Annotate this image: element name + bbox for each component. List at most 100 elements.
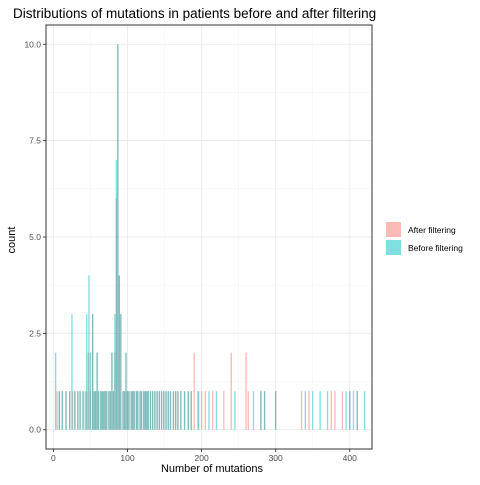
y-tick-label: 2.5 xyxy=(29,328,41,338)
bar-before-filtering xyxy=(312,391,314,430)
bar-before-filtering xyxy=(156,391,158,430)
x-tick-label: 100 xyxy=(120,453,134,463)
bar-before-filtering xyxy=(197,391,200,430)
bar-before-filtering xyxy=(326,391,329,430)
bar-before-filtering xyxy=(132,391,134,430)
bar-before-filtering xyxy=(77,391,79,430)
bar-after-filtering xyxy=(204,391,206,430)
bar-before-filtering xyxy=(115,159,118,430)
bar-before-filtering xyxy=(319,391,321,430)
bar-before-filtering xyxy=(149,391,152,430)
y-tick-label: 5.0 xyxy=(29,232,41,242)
bar-before-filtering xyxy=(180,391,182,430)
bar-after-filtering xyxy=(197,391,199,430)
x-tick-label: 400 xyxy=(343,453,357,463)
bar-before-filtering xyxy=(140,391,143,430)
y-axis-title: count xyxy=(6,227,18,254)
bar-before-filtering xyxy=(100,391,102,430)
chart-title: Distributions of mutations in patients b… xyxy=(13,6,376,21)
bar-after-filtering xyxy=(72,391,74,430)
bar-before-filtering xyxy=(122,391,124,430)
bar-before-filtering xyxy=(146,391,148,430)
bar-before-filtering xyxy=(345,391,347,430)
legend-label: After filtering xyxy=(408,225,456,235)
bar-before-filtering xyxy=(165,391,167,430)
axis-ticks: 0.0 2.5 5.0 7.5 10.0 0 100 200 300 400 xyxy=(24,39,357,463)
x-axis-title: Number of mutations xyxy=(161,463,264,475)
bar-before-filtering xyxy=(125,352,127,430)
bar-before-filtering xyxy=(86,314,88,430)
bar-after-filtering xyxy=(87,352,89,430)
bar-before-filtering xyxy=(252,391,255,430)
bar-before-filtering xyxy=(167,391,169,430)
bar-before-filtering xyxy=(69,391,71,430)
bar-before-filtering xyxy=(111,352,113,430)
bar-before-filtering xyxy=(120,314,122,430)
bar-before-filtering xyxy=(363,391,366,430)
bar-before-filtering xyxy=(112,391,115,430)
bar-before-filtering xyxy=(106,391,108,430)
bar-before-filtering xyxy=(58,391,61,430)
bar-before-filtering xyxy=(117,44,119,430)
bar-before-filtering xyxy=(94,391,97,430)
bar-before-filtering xyxy=(163,391,165,430)
bar-before-filtering xyxy=(109,391,112,430)
bar-before-filtering xyxy=(144,391,146,430)
bar-after-filtering xyxy=(300,391,303,430)
x-tick-label: 200 xyxy=(194,453,208,463)
x-tick-label: 0 xyxy=(51,453,56,463)
bar-before-filtering xyxy=(137,391,139,430)
bar-before-filtering xyxy=(356,391,358,430)
bar-before-filtering xyxy=(234,391,236,430)
bar-before-filtering xyxy=(118,275,121,430)
bar-before-filtering xyxy=(61,391,63,430)
bar-before-filtering xyxy=(215,391,218,430)
legend-label: Before filtering xyxy=(408,243,463,253)
legend-key xyxy=(386,222,401,237)
bar-before-filtering xyxy=(97,391,100,430)
bar-before-filtering xyxy=(71,314,73,430)
bar-before-filtering xyxy=(65,391,67,430)
bar-before-filtering xyxy=(96,352,98,430)
y-tick-label: 7.5 xyxy=(29,136,41,146)
y-tick-label: 0.0 xyxy=(29,425,41,435)
bar-before-filtering xyxy=(304,391,306,430)
bar-before-filtering xyxy=(114,314,116,430)
x-tick-label: 300 xyxy=(269,453,283,463)
bar-after-filtering xyxy=(308,391,310,430)
bar-before-filtering xyxy=(128,391,130,430)
bar-after-filtering xyxy=(230,352,232,430)
bar-before-filtering xyxy=(54,352,57,430)
bar-before-filtering xyxy=(154,391,156,430)
bar-before-filtering xyxy=(352,391,355,430)
bar-after-filtering xyxy=(212,391,214,430)
bar-before-filtering xyxy=(130,391,132,430)
bar-before-filtering xyxy=(92,314,94,430)
bar-before-filtering xyxy=(101,391,103,430)
bar-before-filtering xyxy=(89,352,92,430)
bar-before-filtering xyxy=(104,391,106,430)
legend: After filtering Before filtering xyxy=(385,221,463,256)
bar-before-filtering xyxy=(108,391,110,430)
bar-after-filtering xyxy=(200,391,203,430)
bar-before-filtering xyxy=(84,391,86,430)
y-tick-label: 10.0 xyxy=(24,39,41,49)
bar-before-filtering xyxy=(79,391,81,430)
bar-before-filtering xyxy=(82,391,84,430)
bar-after-filtering xyxy=(223,391,225,430)
bar-after-filtering xyxy=(56,391,58,430)
bar-after-filtering xyxy=(334,391,336,430)
bar-before-filtering xyxy=(133,391,135,430)
bar-before-filtering xyxy=(169,391,172,430)
bar-before-filtering xyxy=(263,391,266,430)
bar-before-filtering xyxy=(126,391,129,430)
bar-after-filtering xyxy=(247,391,249,430)
bar-before-filtering xyxy=(143,391,145,430)
bar-before-filtering xyxy=(174,391,177,430)
legend-key xyxy=(386,240,401,255)
bar-before-filtering xyxy=(275,391,277,430)
bar-before-filtering xyxy=(177,391,179,430)
bar-before-filtering xyxy=(172,391,175,430)
bar-before-filtering xyxy=(158,391,161,430)
